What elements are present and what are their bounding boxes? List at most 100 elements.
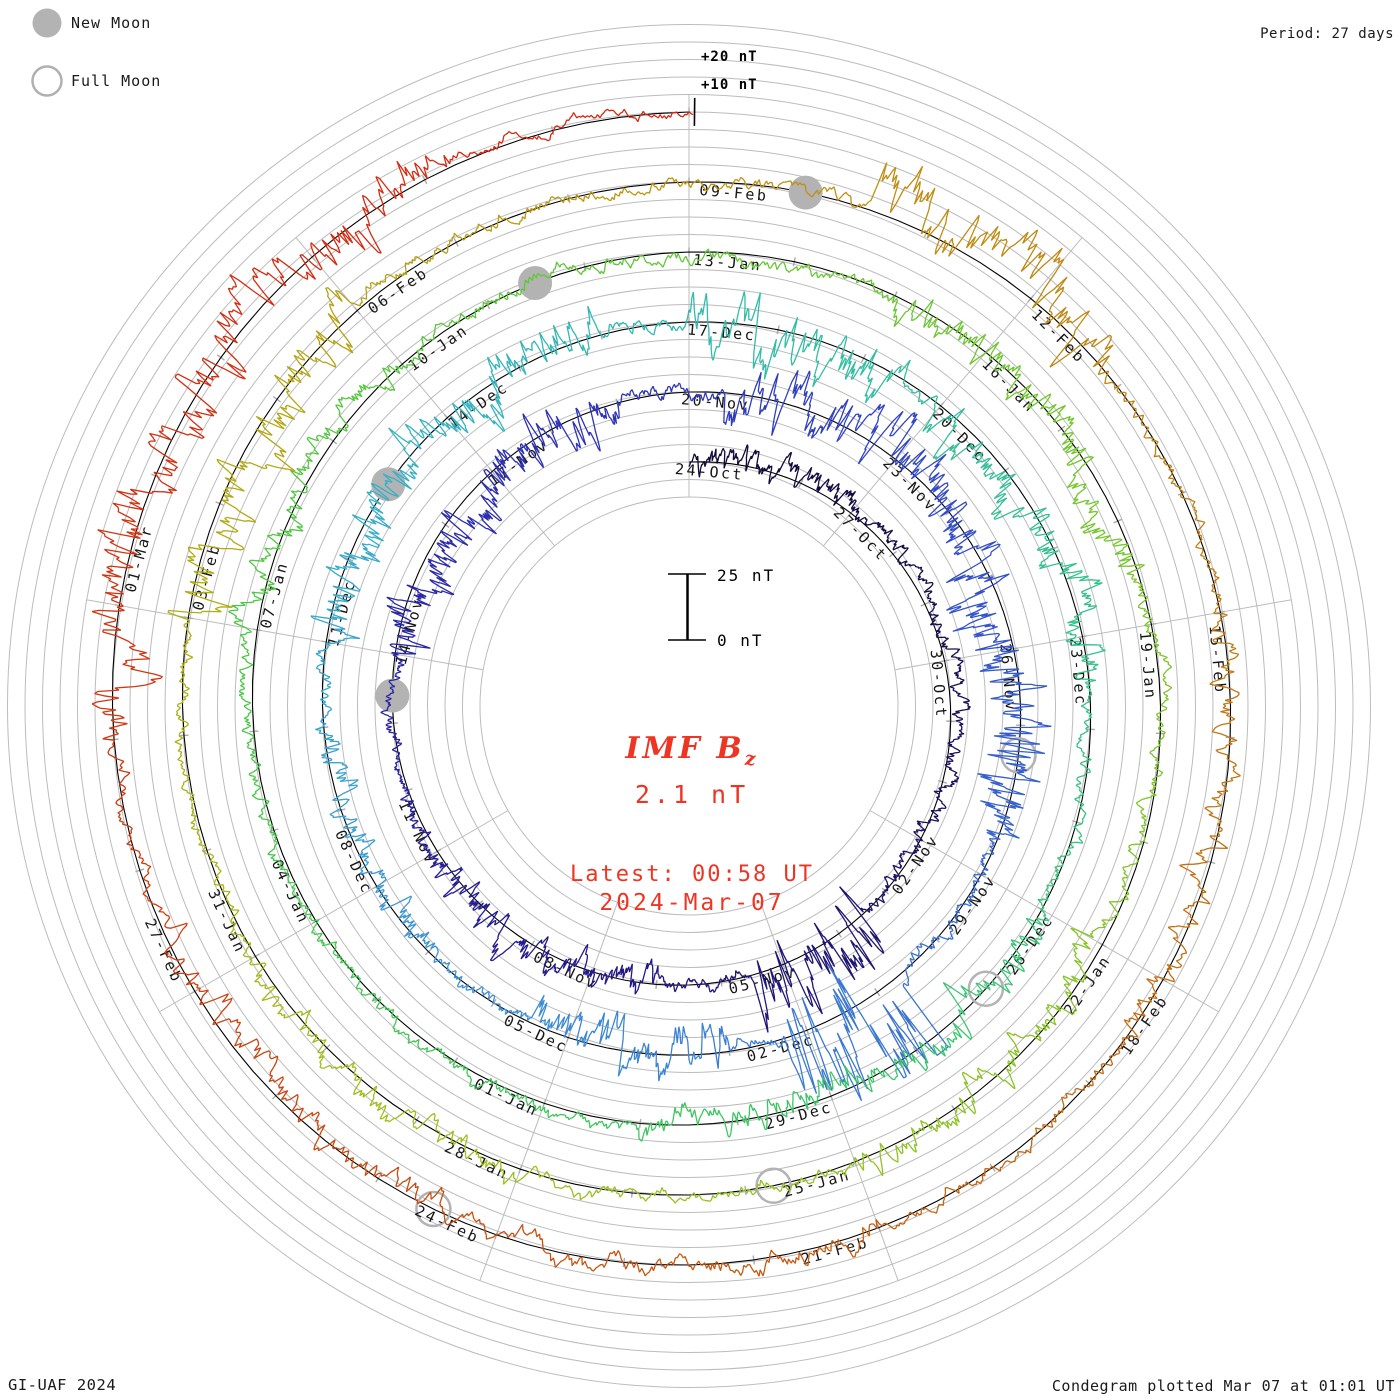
- bz-data-segment: [443, 461, 511, 535]
- bz-data-segment: [1126, 564, 1173, 672]
- bz-data-segment: [248, 490, 304, 594]
- date-label: 28-Jan: [442, 1138, 512, 1184]
- bz-data-segment: [946, 590, 1019, 667]
- legend-full-moon-label: Full Moon: [71, 72, 162, 90]
- bz-data-segment: [510, 1093, 607, 1129]
- bz-data-segment: [882, 840, 922, 896]
- bz-data-segment: [745, 449, 807, 488]
- bz-data-segment: [786, 964, 907, 1102]
- scale-bar: [668, 573, 706, 641]
- bz-data-segment: [167, 555, 233, 676]
- bz-data-segment: [260, 194, 386, 287]
- date-label: 01-Jan: [471, 1075, 541, 1121]
- date-label: 27-Oct: [830, 504, 892, 566]
- bz-data-segment: [886, 165, 1004, 257]
- bz-data-segment: [505, 108, 644, 142]
- scale-bottom-label: 0 nT: [717, 631, 764, 650]
- parameter-title-sub: z: [744, 748, 759, 770]
- bz-data-segment: [1153, 444, 1207, 561]
- bz-data-segment: [432, 285, 526, 340]
- bz-data-segment: [345, 335, 435, 402]
- bz-data-segment: [854, 507, 905, 551]
- bz-data-segment: [386, 584, 443, 649]
- bz-data-segment: [651, 965, 719, 993]
- date-label: 30-Oct: [927, 649, 951, 719]
- bz-data-segment: [928, 601, 961, 661]
- bz-data-segment: [310, 543, 381, 621]
- date-label: 12-Feb: [1028, 306, 1090, 368]
- bz-data-segment: [291, 892, 355, 975]
- bz-data-segment: [972, 811, 1020, 887]
- date-label: 20-Nov: [680, 390, 750, 414]
- bz-data-segment: [949, 659, 971, 725]
- bz-data-segment: [1005, 383, 1094, 476]
- bz-data-segment: [805, 467, 857, 512]
- bz-data-segment: [1067, 757, 1092, 851]
- bz-data-segment: [174, 675, 192, 795]
- bz-data-segment: [731, 253, 837, 279]
- bz-data-segment: [927, 316, 1022, 396]
- bz-data-segment: [228, 591, 268, 695]
- bz-data-segment: [979, 664, 1052, 737]
- bz-data-segment: [523, 258, 628, 287]
- chart-layer: 24-Oct27-Oct30-Oct02-Nov05-Nov08-Nov11-N…: [7, 24, 1371, 1388]
- bz-data-segment: [416, 931, 484, 994]
- bz-data-segment: [710, 291, 799, 380]
- grid-spoke: [479, 902, 618, 1282]
- bz-data-segment: [427, 511, 473, 596]
- bz-data-segment: [771, 370, 854, 439]
- new-moon-marker: [518, 266, 553, 300]
- bz-data-segment: [519, 936, 589, 977]
- bz-data-segment: [624, 382, 700, 402]
- new-moon-icon: [32, 8, 62, 38]
- bz-data-segment: [900, 448, 968, 527]
- grid-ring: [24, 41, 1354, 1371]
- bz-data-segment: [1066, 474, 1133, 568]
- bz-data-segment: [834, 886, 886, 970]
- bz-data-segment: [187, 458, 281, 558]
- bz-data-segment: [555, 393, 626, 452]
- bz-data-segment: [112, 406, 218, 519]
- bz-data-segment: [1006, 977, 1078, 1086]
- parameter-title-main: IMF B: [625, 731, 745, 766]
- grid-spoke: [894, 599, 1292, 671]
- date-label: 03-Feb: [189, 541, 224, 612]
- plus20nt-label: +20 nT: [701, 49, 758, 65]
- bz-data-segment: [253, 796, 296, 893]
- bz-data-segment: [422, 1186, 546, 1253]
- bz-data-segment: [977, 735, 1046, 813]
- bz-data-segment: [1000, 229, 1091, 368]
- bz-data-segment: [388, 400, 475, 476]
- bz-data-segment: [464, 1148, 577, 1198]
- bz-data-segment: [312, 617, 361, 708]
- bz-data-segment: [1083, 334, 1159, 446]
- date-label: 13-Jan: [693, 251, 763, 275]
- plus10nt-label: +10 nT: [701, 77, 758, 93]
- bz-data-segment: [425, 848, 481, 905]
- bz-data-segment: [234, 1021, 320, 1125]
- bz-data-segment: [897, 546, 934, 603]
- bz-data-segment: [796, 1065, 896, 1111]
- bz-data-segment: [793, 328, 878, 404]
- parameter-title: IMF Bz: [0, 731, 1384, 770]
- grid-ring: [7, 24, 1371, 1388]
- bz-data-segment: [91, 517, 147, 658]
- bz-data-segment: [1122, 925, 1188, 1045]
- bz-data-segment: [420, 1047, 512, 1096]
- date-label: 26-Dec: [1003, 911, 1057, 978]
- date-label: 19-Jan: [1136, 631, 1160, 701]
- bz-data-segment: [238, 692, 262, 798]
- grid-spoke: [86, 599, 484, 671]
- bz-data-segment: [1207, 683, 1241, 808]
- bz-data-segment: [691, 1177, 806, 1202]
- bz-data-segment: [1062, 885, 1130, 983]
- bz-data-segment: [754, 162, 888, 208]
- bz-data-segment: [688, 444, 749, 478]
- bz-data-segment: [585, 958, 654, 995]
- bz-data-segment: [920, 886, 978, 950]
- date-label: 09-Feb: [699, 181, 769, 205]
- new-moon-marker: [375, 678, 410, 713]
- bz-data-segment: [698, 371, 779, 427]
